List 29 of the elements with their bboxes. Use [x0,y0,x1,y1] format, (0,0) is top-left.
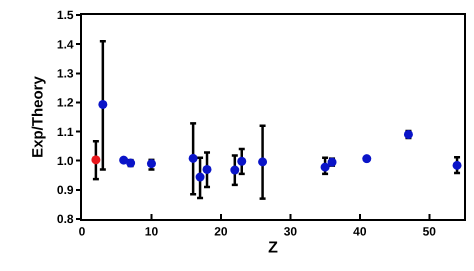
y-tick-label: 1.2 [56,96,74,110]
point [362,154,372,164]
point [320,162,330,172]
point [196,172,205,182]
x-tick-label: 50 [422,224,436,238]
y-tick-label: 1.0 [56,154,74,168]
y-tick-label: 1.4 [56,37,74,52]
x-axis-title: Z [268,240,278,257]
y-tick-label: 0.8 [56,212,74,226]
y-tick-label: 1.3 [56,66,74,80]
point [146,159,156,168]
point [230,166,240,175]
x-tick-label: 40 [353,224,367,238]
y-tick-label: 1.5 [56,8,74,22]
y-tick-label: 0.9 [56,183,74,198]
point [258,157,268,166]
x-tick-label: 0 [78,224,86,238]
y-tick-label: 1.1 [56,124,74,139]
point [91,155,100,164]
point [98,100,108,109]
point [119,156,128,165]
point [202,164,212,174]
x-tick-label: 10 [144,224,158,238]
y-axis-title: Exp/Theory [30,76,47,158]
point [452,160,462,170]
point [237,156,246,166]
x-tick-label: 20 [214,224,228,238]
point [188,154,198,163]
x-tick-label: 30 [284,224,298,238]
